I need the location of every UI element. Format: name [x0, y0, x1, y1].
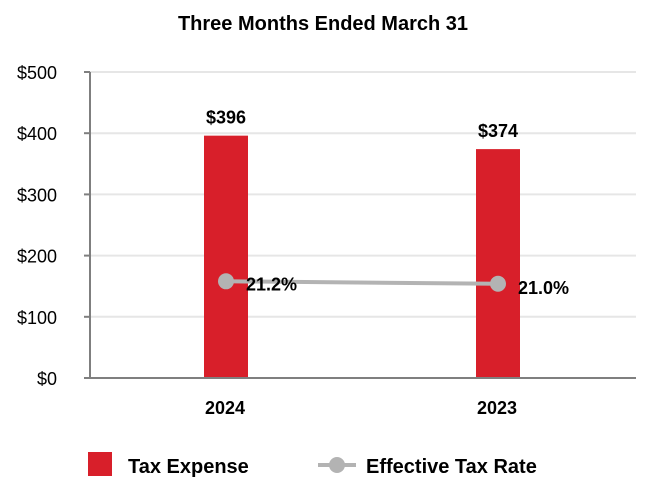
- bar-2023: [476, 149, 520, 378]
- bar-2024: [204, 135, 248, 378]
- legend-label-tax-expense: Tax Expense: [128, 456, 249, 478]
- y-axis-ticks: $0 $100 $200 $300 $400 $500: [17, 63, 90, 389]
- gridlines: [90, 71, 636, 318]
- effective-tax-rate-line: 21.2% 21.0%: [218, 273, 569, 298]
- y-tick-label-0: $0: [37, 369, 57, 389]
- rate-line-path: [225, 279, 499, 286]
- y-tick-label-200: $200: [17, 247, 57, 267]
- rate-point-2023: [490, 275, 506, 292]
- bars: [204, 135, 520, 378]
- y-tick-label-300: $300: [17, 185, 57, 205]
- legend: Tax Expense Effective Tax Rate: [88, 452, 537, 478]
- legend-swatch-tax-expense: [88, 452, 112, 476]
- bar-label-2023: $374: [478, 121, 518, 141]
- bar-label-2024: $396: [206, 108, 246, 128]
- rate-point-2024: [218, 273, 234, 290]
- legend-swatch-marker-effective-tax-rate: [329, 457, 345, 473]
- rate-label-2023: 21.0%: [518, 278, 569, 298]
- y-tick-label-400: $400: [17, 124, 57, 144]
- x-axis-ticks: 2024 2023: [205, 398, 517, 418]
- y-tick-label-100: $100: [17, 308, 57, 328]
- y-tick-label-500: $500: [17, 63, 57, 83]
- legend-label-effective-tax-rate: Effective Tax Rate: [366, 456, 537, 478]
- bar-data-labels: $396 $374: [206, 108, 518, 141]
- chart-title: Three Months Ended March 31: [178, 13, 468, 35]
- x-tick-label-2023: 2023: [477, 398, 517, 418]
- x-tick-label-2024: 2024: [205, 398, 245, 418]
- rate-label-2024: 21.2%: [246, 274, 297, 294]
